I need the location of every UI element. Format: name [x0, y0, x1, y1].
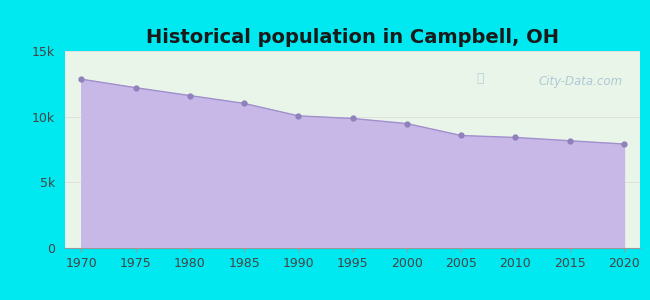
Title: Historical population in Campbell, OH: Historical population in Campbell, OH: [146, 28, 559, 47]
Text: ⓘ: ⓘ: [476, 72, 484, 85]
Text: City-Data.com: City-Data.com: [539, 75, 623, 88]
